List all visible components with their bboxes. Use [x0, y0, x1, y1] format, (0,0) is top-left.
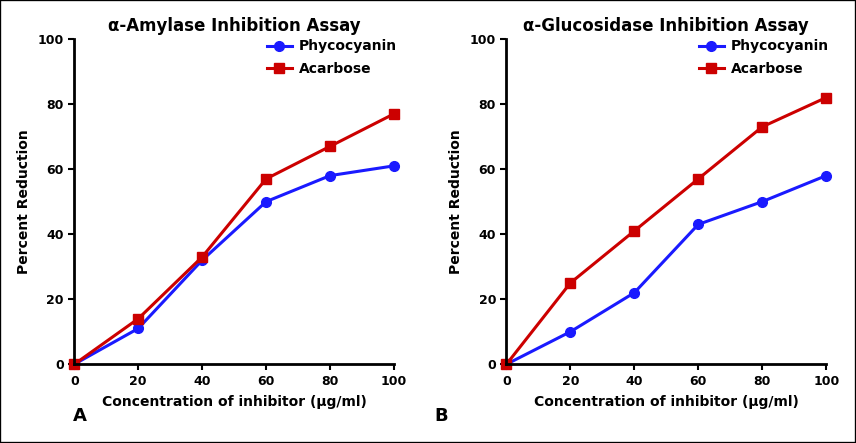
X-axis label: Concentration of inhibitor (μg/ml): Concentration of inhibitor (μg/ml): [102, 395, 366, 408]
Title: α-Amylase Inhibition Assay: α-Amylase Inhibition Assay: [108, 17, 360, 35]
Line: Acarbose: Acarbose: [69, 109, 399, 369]
Y-axis label: Percent Reduction: Percent Reduction: [449, 129, 463, 274]
Title: α-Glucosidase Inhibition Assay: α-Glucosidase Inhibition Assay: [524, 17, 809, 35]
Acarbose: [757, 124, 767, 129]
Phycocyanin: [629, 290, 639, 295]
Acarbose: [261, 176, 271, 182]
Acarbose: [133, 316, 143, 321]
X-axis label: Concentration of inhibitor (μg/ml): Concentration of inhibitor (μg/ml): [534, 395, 799, 408]
Phycocyanin: [197, 257, 207, 263]
Phycocyanin: [133, 326, 143, 331]
Legend: Phycocyanin, Acarbose: Phycocyanin, Acarbose: [698, 39, 829, 76]
Phycocyanin: [565, 329, 575, 334]
Phycocyanin: [69, 361, 80, 367]
Line: Phycocyanin: Phycocyanin: [69, 161, 399, 369]
Acarbose: [325, 144, 336, 149]
Phycocyanin: [325, 173, 336, 178]
Text: A: A: [73, 407, 86, 425]
Acarbose: [502, 361, 512, 367]
Acarbose: [389, 111, 399, 117]
Phycocyanin: [389, 163, 399, 168]
Line: Phycocyanin: Phycocyanin: [502, 171, 831, 369]
Phycocyanin: [757, 199, 767, 204]
Legend: Phycocyanin, Acarbose: Phycocyanin, Acarbose: [267, 39, 396, 76]
Y-axis label: Percent Reduction: Percent Reduction: [16, 129, 31, 274]
Acarbose: [629, 228, 639, 233]
Phycocyanin: [261, 199, 271, 204]
Acarbose: [821, 95, 831, 100]
Acarbose: [197, 254, 207, 260]
Phycocyanin: [502, 361, 512, 367]
Acarbose: [693, 176, 704, 182]
Text: B: B: [435, 407, 449, 425]
Acarbose: [565, 280, 575, 286]
Acarbose: [69, 361, 80, 367]
Phycocyanin: [821, 173, 831, 178]
Phycocyanin: [693, 222, 704, 227]
Line: Acarbose: Acarbose: [502, 93, 831, 369]
